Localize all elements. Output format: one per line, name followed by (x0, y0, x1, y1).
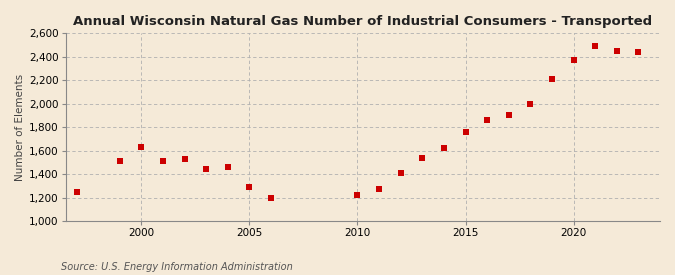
Point (525, 101, 536, 106)
Text: Source: U.S. Energy Information Administration: Source: U.S. Energy Information Administ… (61, 262, 292, 272)
Point (266, 196, 277, 200)
Point (200, 167, 211, 172)
Point (157, 159, 168, 163)
Point (114, 159, 125, 163)
Point (352, 193, 363, 197)
Point (547, 77, 558, 81)
Point (482, 118, 493, 122)
Point (568, 58, 579, 62)
Point (396, 171, 406, 175)
Point (504, 113, 514, 118)
Y-axis label: Number of Elements: Number of Elements (15, 74, 25, 181)
Point (439, 146, 450, 150)
Point (374, 187, 385, 192)
Point (460, 130, 471, 134)
Point (244, 185, 255, 189)
Point (222, 165, 233, 169)
Point (179, 157, 190, 161)
Point (136, 145, 146, 149)
Point (612, 49, 622, 53)
Title: Annual Wisconsin Natural Gas Number of Industrial Consumers - Transported: Annual Wisconsin Natural Gas Number of I… (74, 15, 653, 28)
Point (71, 189, 82, 194)
Point (590, 44, 601, 48)
Point (633, 50, 644, 54)
Point (417, 155, 428, 160)
